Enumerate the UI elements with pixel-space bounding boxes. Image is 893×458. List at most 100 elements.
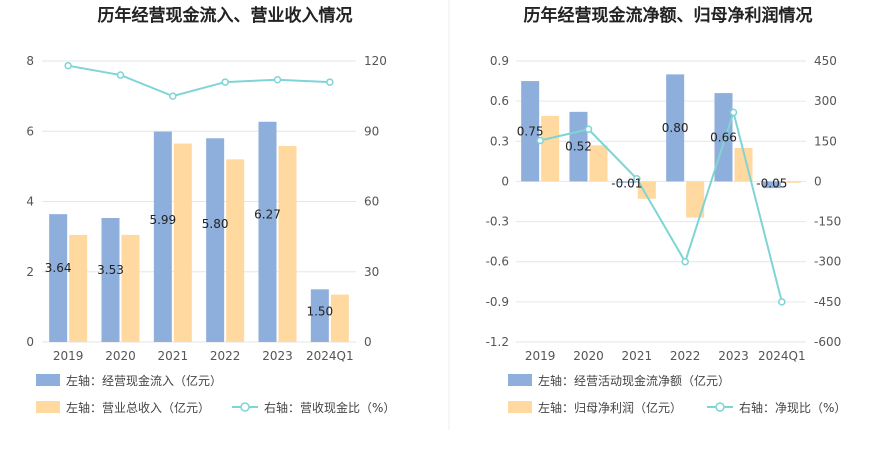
bar-data-label: 0.80: [662, 121, 689, 135]
right-axis-tick: 0: [814, 174, 822, 188]
legend-swatch-marker: [715, 402, 725, 412]
bar-primary: [49, 214, 68, 342]
chart-1: 历年经营现金流入、营业收入情况 0 2 4 6 8 0 30 60 90 120 2019 2020 20…: [26, 5, 395, 415]
bar-secondary: [69, 234, 88, 342]
line-point: [221, 78, 229, 86]
left-axis-tick: 6: [26, 124, 34, 138]
bar-data-label: 6.27: [254, 207, 281, 221]
x-axis-tick: 2024Q1: [758, 349, 806, 363]
bar-data-label: 0.75: [517, 124, 544, 138]
bar-primary: [617, 181, 636, 183]
line-point: [584, 125, 593, 133]
right-axis-tick: -600: [814, 335, 841, 349]
bar-data-label: -0.05: [756, 176, 787, 190]
x-axis-tick: 2021: [158, 349, 189, 363]
line-point: [681, 257, 689, 266]
bar-secondary: [637, 181, 656, 199]
bar-data-label: -0.01: [611, 176, 642, 190]
bar-secondary: [589, 145, 608, 182]
bar-data-label: 3.64: [45, 261, 72, 275]
bar-primary: [666, 74, 685, 182]
legend-swatch-marker: [240, 402, 250, 412]
bar-secondary: [121, 234, 140, 342]
legend-swatch-bar-primary: [36, 374, 60, 386]
line-point: [169, 92, 177, 100]
legend-label: 左轴：经营活动现金流净额（亿元）: [538, 373, 730, 388]
x-axis-tick: 2021: [622, 349, 653, 363]
x-axis-tick: 2023: [718, 349, 749, 363]
left-axis-tick: -0.6: [486, 255, 509, 269]
bar-primary: [310, 289, 329, 342]
x-axis-tick: 2022: [210, 349, 241, 363]
right-axis-tick: 300: [814, 94, 837, 108]
right-axis-tick: 150: [814, 134, 837, 148]
line-point: [116, 71, 125, 79]
right-axis-tick: -150: [814, 215, 841, 229]
line-point: [536, 136, 544, 145]
bar-primary: [569, 111, 588, 182]
legend-label: 左轴：经营现金流入（亿元）: [66, 373, 222, 388]
right-axis-tick: 30: [364, 265, 379, 279]
chart-title: 历年经营现金流入、营业收入情况: [98, 5, 353, 26]
left-axis-tick: 0.9: [490, 54, 509, 68]
line-series: [539, 108, 783, 303]
bar-data-label: 0.52: [565, 140, 592, 154]
x-axis-tick: 2024Q1: [306, 349, 354, 363]
legend: 左轴：经营活动现金流净额（亿元） 左轴：归母净利润（亿元） 右轴：净现比（%）: [508, 373, 846, 415]
bar-primary: [762, 181, 781, 189]
x-axis-tick: 2022: [670, 349, 701, 363]
bar-data-label: 5.80: [202, 217, 229, 231]
line-series: [67, 64, 330, 98]
x-axis-tick: 2019: [53, 349, 84, 363]
left-axis-tick: 0.6: [490, 94, 509, 108]
left-axis-tick: 0.3: [490, 134, 509, 148]
legend: 左轴：经营现金流入（亿元） 左轴：营业总收入（亿元） 右轴：营收现金比（%）: [36, 373, 395, 415]
bar-primary: [153, 131, 172, 342]
left-axis-tick: 2: [26, 265, 34, 279]
bar-secondary: [278, 146, 297, 342]
bar-data-label: 0.66: [710, 130, 737, 144]
left-axis-tick: 0: [501, 174, 509, 188]
line-point: [326, 78, 334, 86]
line-point: [64, 61, 72, 70]
legend-label: 右轴：净现比（%）: [739, 400, 846, 415]
legend-label: 左轴：营业总收入（亿元）: [66, 400, 210, 415]
bar-data-label: 5.99: [149, 213, 176, 227]
legend-swatch-bar-secondary: [508, 401, 532, 413]
bar-primary: [206, 138, 225, 342]
right-axis-tick: -300: [814, 255, 841, 269]
right-axis-tick: 450: [814, 54, 837, 68]
legend-label: 左轴：归母净利润（亿元）: [538, 400, 682, 415]
bar-secondary: [226, 159, 245, 342]
left-axis-tick: 0: [26, 335, 34, 349]
line-point: [729, 108, 738, 117]
chart-title: 历年经营现金流净额、归母净利润情况: [524, 5, 813, 26]
right-axis-tick: -450: [814, 295, 841, 309]
bar-primary: [258, 121, 277, 342]
legend-label: 右轴：营收现金比（%）: [264, 400, 395, 415]
chart-2: 历年经营现金流净额、归母净利润情况 -1.2 -0.9 -0.6 -0.3 0 0.3 0.6…: [486, 5, 847, 415]
right-axis-tick: 0: [364, 335, 372, 349]
bar-secondary: [173, 143, 192, 342]
line-point: [273, 75, 282, 84]
x-axis-tick: 2019: [525, 349, 556, 363]
bar-data-label: 3.53: [97, 263, 124, 277]
left-axis-tick: 4: [26, 195, 34, 209]
x-axis-tick: 2023: [262, 349, 293, 363]
bar-secondary: [782, 181, 801, 183]
right-axis-tick: 90: [364, 124, 379, 138]
left-axis-tick: 8: [26, 54, 34, 68]
right-axis-tick: 120: [364, 54, 387, 68]
bar-data-label: 1.50: [306, 304, 333, 318]
legend-swatch-bar-secondary: [36, 401, 60, 413]
bar-secondary: [330, 294, 349, 342]
bar-secondary: [686, 181, 705, 218]
line-point: [778, 298, 786, 306]
left-axis-tick: -0.3: [486, 215, 509, 229]
legend-swatch-bar-primary: [508, 374, 532, 386]
x-axis-tick: 2020: [573, 349, 604, 363]
line-point: [633, 175, 641, 183]
bar-secondary: [541, 115, 560, 182]
x-axis-tick: 2020: [105, 349, 136, 363]
